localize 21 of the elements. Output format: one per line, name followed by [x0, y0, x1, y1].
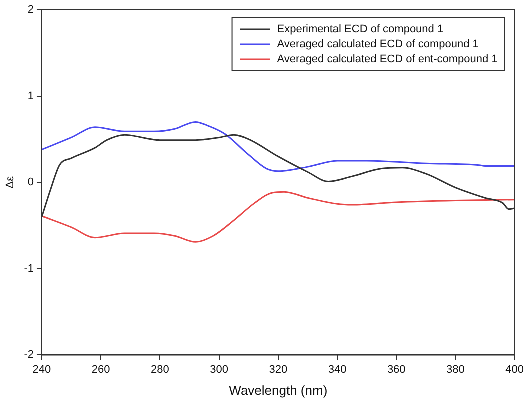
legend-label: Averaged calculated ECD of ent-compound 1: [277, 54, 498, 66]
x-tick-label: 240: [32, 364, 52, 376]
x-tick-label: 360: [387, 364, 406, 376]
legend-label: Averaged calculated ECD of compound 1: [277, 38, 479, 51]
x-tick-label: 280: [151, 364, 170, 376]
y-tick-label: -1: [24, 262, 34, 275]
y-tick-label: 2: [28, 4, 34, 16]
y-tick-label: -2: [24, 349, 34, 362]
x-tick-label: 260: [92, 364, 110, 376]
legend-label: Experimental ECD of compound 1: [277, 24, 444, 36]
x-tick-label: 320: [269, 364, 288, 376]
y-axis-title: Δε: [4, 176, 17, 189]
x-axis-title: Wavelength (nm): [229, 382, 328, 398]
line-series: [42, 121, 515, 172]
x-tick-label: 400: [506, 364, 524, 376]
x-tick-label: 380: [446, 364, 465, 376]
line-series: [42, 191, 515, 243]
y-tick-label: 0: [28, 176, 34, 189]
y-tick-label: 1: [28, 90, 34, 102]
x-tick-label: 300: [210, 364, 228, 376]
x-tick-label: 340: [328, 364, 347, 376]
